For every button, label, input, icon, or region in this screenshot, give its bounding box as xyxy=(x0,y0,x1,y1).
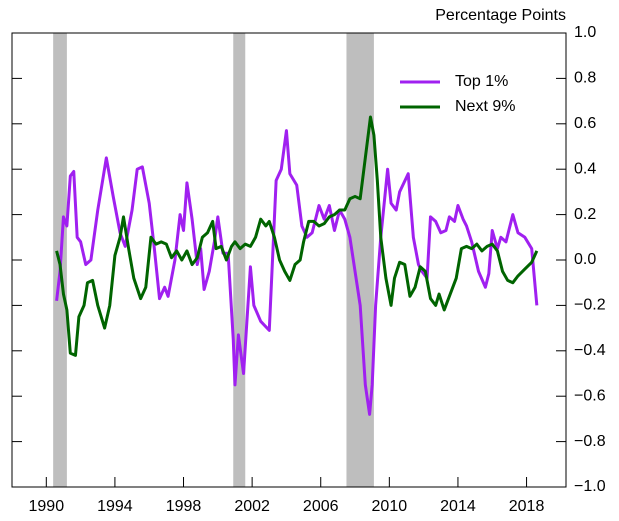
y-tick-label: 0.2 xyxy=(574,206,596,223)
legend-label: Next 9% xyxy=(455,98,515,115)
x-tick-label: 2006 xyxy=(303,498,339,515)
shaded-period xyxy=(346,33,374,487)
y-tick-label: 0.6 xyxy=(574,115,596,132)
y-tick-label: −1.0 xyxy=(574,478,606,495)
x-tick-label: 2018 xyxy=(509,498,545,515)
y-tick-label: −0.2 xyxy=(574,297,606,314)
plot-frame xyxy=(11,32,567,488)
x-tick-label: 1998 xyxy=(166,498,202,515)
y-tick-label: −0.4 xyxy=(574,342,606,359)
x-tick-label: 2010 xyxy=(372,498,408,515)
y-axis-label: Percentage Points xyxy=(435,7,566,24)
y-tick-label: 0.8 xyxy=(574,70,596,87)
series-line xyxy=(55,115,539,357)
legend-label: Top 1% xyxy=(455,73,508,90)
x-tick-label: 1994 xyxy=(97,498,133,515)
shaded-period xyxy=(233,33,246,487)
series-line xyxy=(55,129,539,416)
x-tick-label: 2014 xyxy=(440,498,476,515)
y-tick-label: 0.0 xyxy=(574,251,596,268)
y-tick-label: −0.6 xyxy=(574,387,606,404)
x-tick-label: 2002 xyxy=(234,498,270,515)
x-tick-label: 1990 xyxy=(29,498,65,515)
y-tick-label: 1.0 xyxy=(574,24,596,41)
y-tick-label: 0.4 xyxy=(574,160,596,177)
y-tick-label: −0.8 xyxy=(574,433,606,450)
